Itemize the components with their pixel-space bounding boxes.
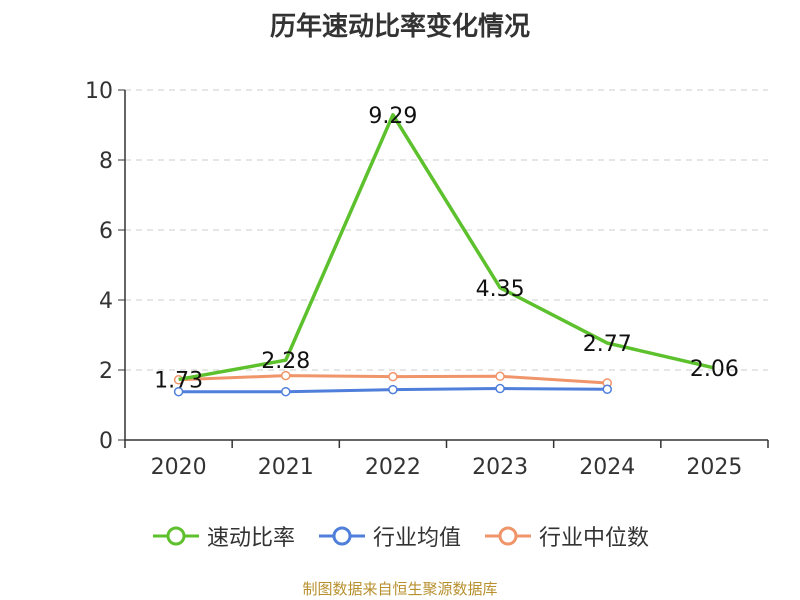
data-label: 4.35 — [476, 277, 525, 302]
data-point — [388, 371, 398, 382]
y-tick-label: 10 — [85, 79, 113, 104]
data-point — [602, 384, 612, 394]
data-label: 2.77 — [583, 332, 632, 357]
legend-item-industry-median[interactable]: 行业中位数 — [483, 520, 649, 552]
legend-item-quick-ratio[interactable]: 速动比率 — [151, 520, 295, 552]
data-label: 1.73 — [154, 368, 203, 393]
x-tick-label: 2023 — [472, 455, 528, 480]
legend-item-industry-mean[interactable]: 行业均值 — [317, 520, 461, 552]
legend-label-industry-mean: 行业均值 — [372, 526, 461, 551]
chart-title: 历年速动比率变化情况 — [269, 12, 530, 42]
y-tick-label: 0 — [99, 429, 113, 454]
data-point — [495, 371, 505, 382]
y-tick-label: 4 — [99, 289, 113, 314]
y-tick-label: 2 — [99, 359, 113, 384]
legend-label-industry-median: 行业中位数 — [539, 526, 650, 551]
y-tick-label: 6 — [99, 219, 113, 244]
data-source-note: 制图数据来自恒生聚源数据库 — [302, 580, 498, 598]
legend: 速动比率 行业均值 行业中位数 — [0, 520, 800, 552]
legend-swatch-industry-median-icon — [485, 526, 531, 546]
series-lines — [173, 113, 715, 397]
grid-lines — [125, 89, 768, 371]
data-point — [173, 386, 184, 397]
y-tick-label: 8 — [99, 149, 113, 174]
data-label: 9.29 — [368, 104, 417, 129]
axes: 0 2 4 6 8 10 2020 2021 2022 2023 2024 2025 — [85, 79, 769, 480]
legend-swatch-industry-mean-icon — [318, 526, 365, 546]
x-tick-label: 2024 — [579, 455, 635, 480]
series-line-0 — [178, 113, 715, 382]
data-point — [281, 386, 291, 397]
data-point — [388, 384, 398, 395]
x-tick-label: 2025 — [686, 455, 742, 480]
x-tick-label: 2020 — [151, 455, 207, 480]
x-tick-label: 2021 — [258, 455, 314, 480]
data-point — [495, 383, 505, 394]
legend-label-quick-ratio: 速动比率 — [206, 526, 295, 551]
legend-swatch-quick-ratio-icon — [152, 526, 199, 546]
data-label: 2.28 — [261, 349, 310, 374]
x-tick-label: 2022 — [365, 455, 421, 480]
data-label: 2.06 — [690, 357, 739, 382]
data-labels: 1.73 2.28 9.29 4.35 2.77 2.06 — [154, 104, 739, 394]
data-point — [281, 370, 291, 381]
